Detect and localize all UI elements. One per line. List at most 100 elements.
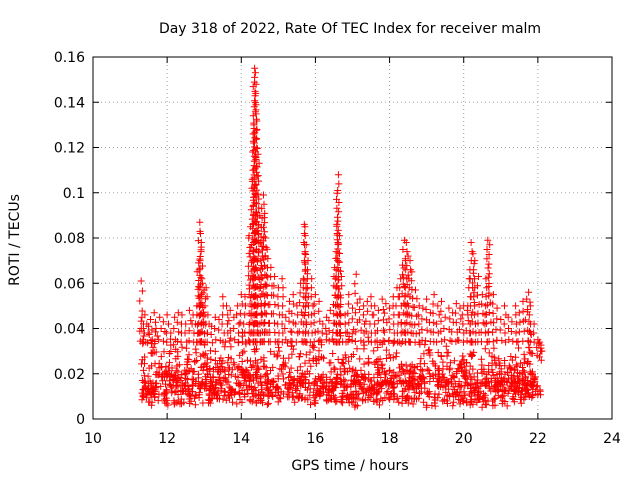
data-point-trail [203,293,211,301]
baseline-point [425,367,433,374]
baseline-point [173,362,181,370]
baseline-point [341,383,349,391]
data-point-trail [418,326,426,334]
baseline-point [361,396,369,404]
baseline-point [233,400,241,408]
data-point-trail [482,302,490,310]
data-point-trail [373,337,381,345]
y-tick-label: 0.04 [54,322,85,338]
data-point [150,309,158,317]
data-point-trail [500,320,508,328]
baseline-point [439,374,447,382]
baseline-point [515,384,523,392]
data-point [185,306,193,314]
data-point [315,297,323,305]
baseline-point [228,366,236,374]
baseline-point [360,360,368,368]
baseline-point [349,380,357,388]
data-point-trail [246,285,253,293]
data-point-trail [533,343,541,351]
baseline-point [420,350,428,358]
baseline-point [527,349,535,357]
baseline-point [461,362,469,370]
data-point-trail [498,337,506,345]
data-point-trail [422,306,430,313]
baseline-point [227,343,235,351]
baseline-point [295,392,303,400]
baseline-point [514,373,522,381]
baseline-point [480,390,488,398]
baseline-point [389,354,397,362]
baseline-point [192,391,200,399]
baseline-point [238,366,246,374]
baseline-point [446,393,454,400]
data-point [434,302,442,310]
baseline-point [329,350,337,357]
baseline-point [178,400,185,408]
data-point-trail [173,318,181,326]
baseline-point [357,366,365,374]
baseline-point [485,362,493,369]
baseline-point [525,343,533,351]
baseline-point [224,364,232,372]
data-point [334,171,342,179]
baseline-point [491,401,499,409]
baseline-point [388,380,396,388]
data-point-trail [142,338,150,346]
baseline-point [417,366,425,374]
data-point-trail [287,327,295,335]
baseline-point [273,384,281,392]
baseline-point [288,393,296,401]
data-point-trail [255,204,263,212]
data-point-trail [255,159,263,167]
baseline-point [378,362,386,370]
data-point [419,304,427,312]
baseline-point [197,363,205,371]
data-point [371,302,379,310]
baseline-point [184,367,192,375]
baseline-point [190,376,197,384]
baseline-point [345,399,353,407]
baseline-point [221,343,229,351]
data-point-trail [255,285,263,292]
baseline-point [360,345,368,353]
data-point-trail [469,328,477,336]
data-point-trail [300,276,308,284]
data-point-trail [252,126,260,134]
baseline-point [274,351,282,359]
data-point-trail [151,340,159,348]
baseline-point [240,381,248,389]
baseline-point [289,345,297,353]
data-point-trail [269,310,277,318]
data-point [311,291,319,299]
baseline-point [455,365,463,373]
data-point-trail [512,320,520,328]
baseline-point [296,363,304,371]
baseline-point [521,393,529,401]
data-point-trail [144,329,152,337]
data-point [304,257,312,265]
data-point-trail [489,309,497,317]
baseline-point [207,377,215,385]
baseline-point [450,391,458,399]
baseline-point [415,394,423,402]
baseline-point [402,396,410,404]
data-point-trail [413,312,421,320]
baseline-point [419,367,427,375]
baseline-point [393,372,401,380]
baseline-point [229,398,236,406]
baseline-point [174,368,182,376]
data-point [253,125,261,133]
baseline-point [365,358,373,366]
data-point-trail [152,318,159,326]
baseline-point [181,371,189,379]
data-point-trail [199,289,207,297]
data-point-trail [343,328,351,336]
data-point-trail [224,320,231,328]
data-point-trail [493,315,501,323]
baseline-point [482,382,490,389]
data-point-trail [255,276,263,283]
data-point-trail [446,315,454,323]
data-point-trail [351,289,359,297]
chart-title: Day 318 of 2022, Rate Of TEC Index for r… [159,21,541,37]
